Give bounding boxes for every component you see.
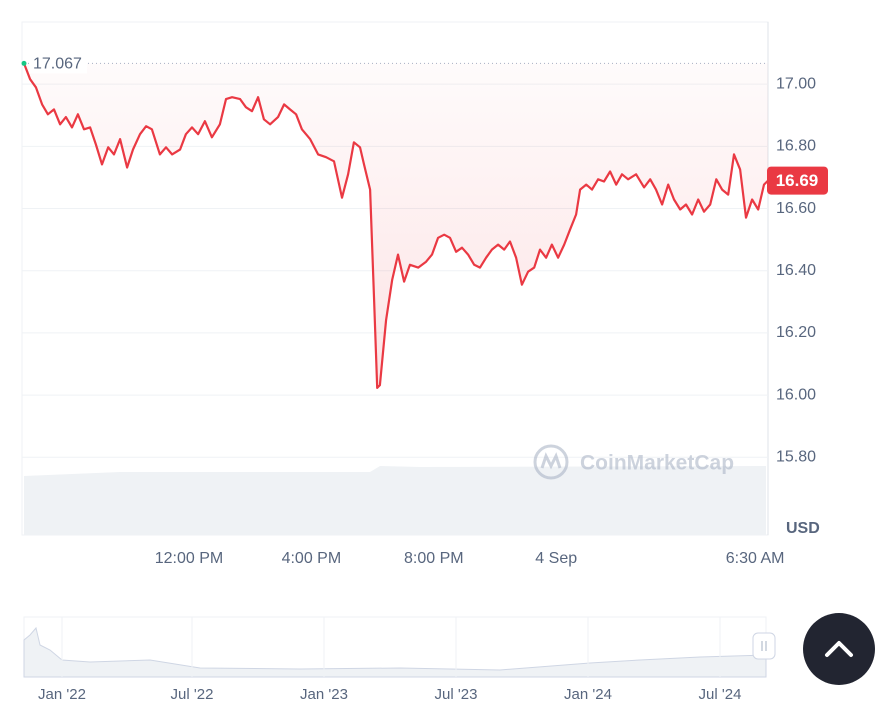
area-fill <box>24 63 768 388</box>
scroll-top-button[interactable] <box>803 613 875 685</box>
y-tick-label: 17.00 <box>776 75 816 92</box>
y-tick-label: 16.20 <box>776 324 816 341</box>
y-axis-label: USD <box>786 520 820 537</box>
navigator-label: Jul '23 <box>435 686 478 703</box>
watermark: CoinMarketCap <box>533 444 734 480</box>
x-tick-label: 6:30 AM <box>726 550 785 567</box>
open-price-dot <box>21 60 27 66</box>
x-tick-label: 4:00 PM <box>282 550 342 567</box>
navigator-handle[interactable] <box>752 632 776 660</box>
x-tick-label: 8:00 PM <box>404 550 464 567</box>
chevron-icon <box>825 641 853 657</box>
y-tick-label: 15.80 <box>776 448 816 465</box>
last-price-tag <box>767 166 828 195</box>
x-tick-label: 12:00 PM <box>155 550 223 567</box>
navigator-area <box>23 626 767 678</box>
navigator-label: Jul '22 <box>171 686 214 703</box>
y-tick-label: 16.00 <box>776 386 816 403</box>
y-tick-label: 16.40 <box>776 262 816 279</box>
y-tick-label: 16.80 <box>776 138 816 155</box>
navigator-label: Jul '24 <box>699 686 742 703</box>
last-price-label: 16.69 <box>776 171 819 190</box>
volume-area <box>24 466 766 535</box>
navigator-label: Jan '22 <box>38 686 86 703</box>
open-price-label: 17.067 <box>33 56 82 73</box>
x-tick-label: 4 Sep <box>535 550 577 567</box>
y-tick-label: 16.60 <box>776 200 816 217</box>
navigator-label: Jan '23 <box>300 686 348 703</box>
navigator-label: Jan '24 <box>564 686 612 703</box>
open-price-label-bg <box>29 53 87 74</box>
price-line <box>22 63 769 389</box>
watermark-text: CoinMarketCap <box>580 452 734 475</box>
